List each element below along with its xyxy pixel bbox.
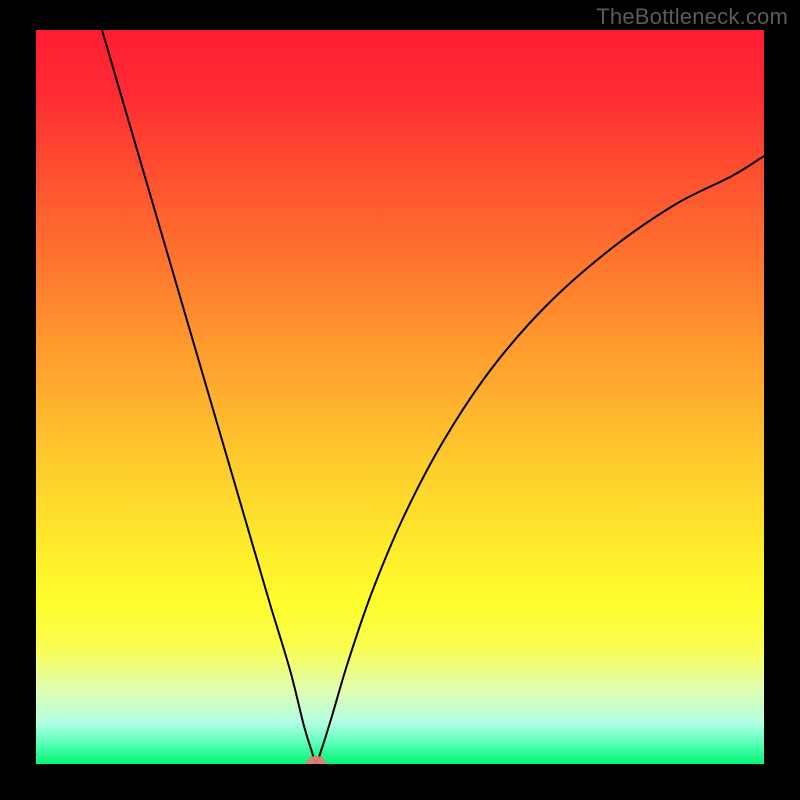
watermark-text: TheBottleneck.com	[596, 4, 788, 30]
bottleneck-chart	[36, 30, 764, 764]
chart-frame: TheBottleneck.com	[0, 0, 800, 800]
plot-background	[36, 30, 764, 764]
